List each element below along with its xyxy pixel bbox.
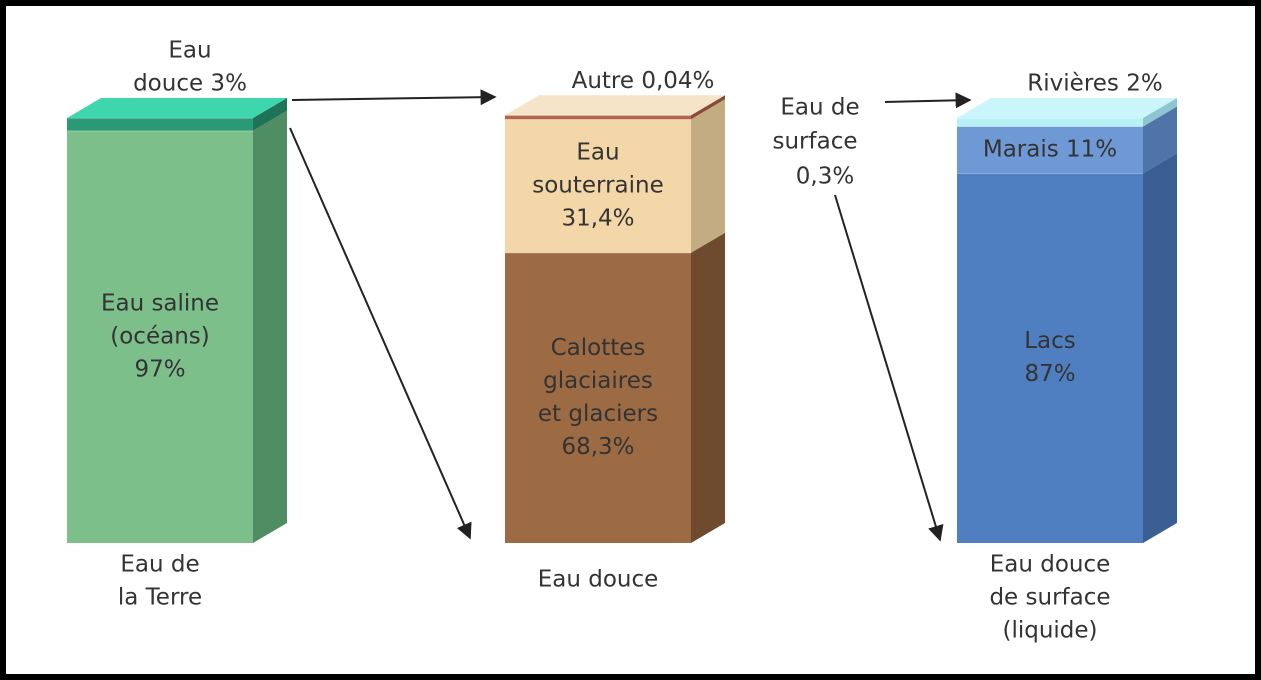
annotation: Eau de surface 0,3% (772, 95, 859, 190)
bar-top (505, 95, 725, 116)
bar-name: la Terre (118, 585, 202, 611)
segment-label: Eau (168, 38, 211, 64)
bar-top (957, 98, 1177, 118)
arrows (289, 89, 972, 542)
segment-label: et glaciers (538, 401, 658, 427)
segment-label: Eau (576, 140, 619, 166)
segment-label: Eau saline (101, 290, 219, 316)
segment-label: 97% (134, 356, 185, 382)
segment (957, 173, 1143, 543)
segment-side (691, 232, 725, 543)
segment (505, 119, 691, 253)
segment-side (691, 95, 725, 120)
segment-side (253, 98, 287, 131)
segment-side (1143, 98, 1177, 127)
segment (957, 118, 1143, 127)
arrow (291, 89, 497, 106)
segment (67, 118, 253, 131)
segment (67, 130, 253, 543)
bar-top (67, 98, 287, 118)
segment-side (1143, 153, 1177, 543)
segment-label: souterraine (532, 173, 664, 199)
arrow (834, 194, 944, 542)
annotation-text: surface (772, 129, 857, 155)
segment-label: Lacs (1024, 328, 1076, 354)
segment-label: Marais 11% (983, 136, 1117, 162)
segment-label: (océans) (110, 323, 209, 349)
segment (957, 126, 1143, 174)
bar-name: (liquide) (1002, 618, 1097, 644)
segment (505, 115, 691, 120)
segment-label: Calottes (551, 335, 646, 361)
segment-label: douce 3% (133, 71, 247, 97)
segment-label: glaciaires (543, 368, 653, 394)
segment-side (691, 99, 725, 253)
segment-label: 68,3% (561, 434, 634, 460)
bar-name: Eau douce (538, 567, 659, 593)
segment-label: Rivières 2% (1027, 71, 1162, 97)
segment-label: Autre 0,04% (572, 68, 715, 94)
segment-side (253, 110, 287, 543)
segment-label: 87% (1024, 361, 1075, 387)
annotation-text: Eau de (780, 95, 859, 121)
bar-name: Eau douce (990, 552, 1111, 578)
arrow (884, 92, 972, 109)
annotation-text: 0,3% (796, 164, 854, 190)
segment (505, 252, 691, 543)
segment-label: 31,4% (561, 206, 634, 232)
bar-name: Eau de (120, 552, 199, 578)
arrow (289, 127, 472, 540)
bar-name: de surface (989, 585, 1110, 611)
segment-side (1143, 106, 1177, 174)
